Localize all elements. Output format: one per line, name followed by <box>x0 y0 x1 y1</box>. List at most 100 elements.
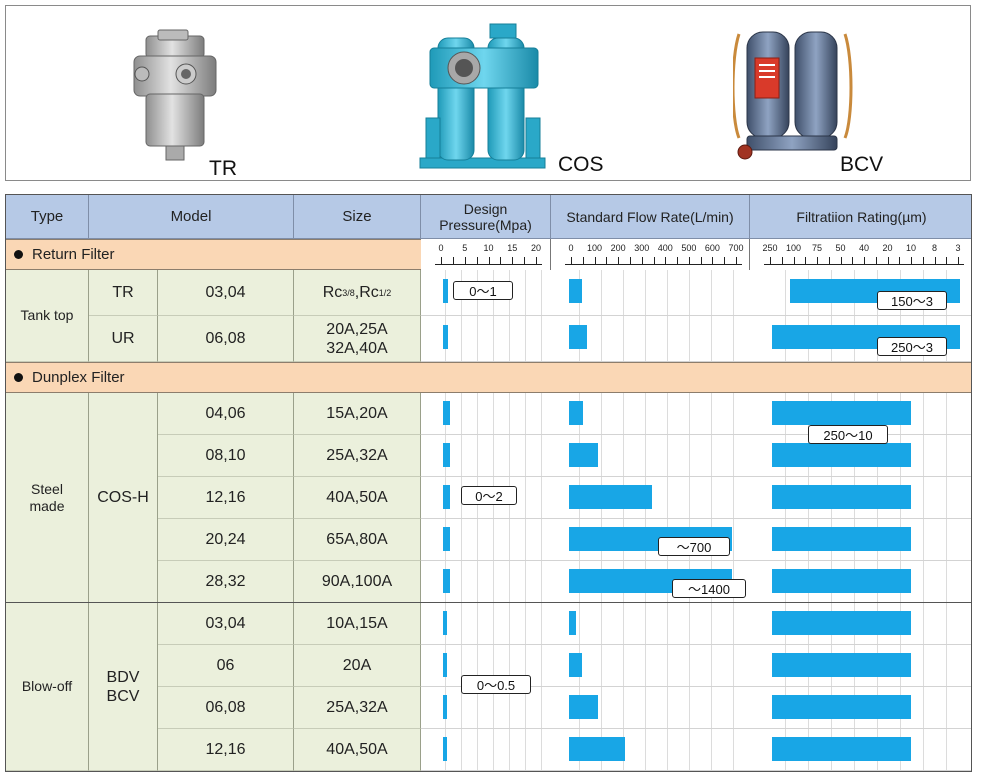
flow-scale-tick <box>582 257 584 265</box>
header-model: Model <box>89 195 294 239</box>
filtration-scale-label: 20 <box>882 243 893 253</box>
pressure-range-label: 0～2 <box>461 486 517 505</box>
flow-scale-tick <box>736 257 737 265</box>
flow-scale-tick <box>724 257 726 265</box>
model-cell: 04,06 <box>158 393 294 435</box>
filtration-scale-tick <box>770 257 771 265</box>
filtration-scale-tick <box>922 257 924 265</box>
pressure-bar <box>443 401 450 425</box>
filtration-scale-label: 100 <box>785 243 802 253</box>
filtration-scale-label: 40 <box>858 243 870 253</box>
filtration-scale-tick <box>934 257 936 265</box>
flow-gridline <box>623 270 624 362</box>
flow-gridline <box>645 603 646 771</box>
filtration-scale-label: 75 <box>811 243 823 253</box>
filtration-bar <box>772 737 911 761</box>
filtration-gridline <box>785 270 786 362</box>
pressure-gridline <box>541 393 542 603</box>
size-cell: 90A,100A <box>294 561 421 603</box>
filtration-scale-label: 3 <box>955 243 961 253</box>
size-cell: 10A,15A <box>294 603 421 645</box>
filtration-gridline <box>946 393 947 603</box>
pressure-bar <box>443 485 450 509</box>
pressure-gridline <box>541 270 542 362</box>
flow-gridline <box>601 603 602 771</box>
model-cell: 06,08 <box>158 316 294 362</box>
pressure-scale-tick <box>476 257 478 265</box>
pressure-scale-label: 15 <box>507 243 518 253</box>
size-cell: 20A,25A 32A,40A <box>294 316 421 362</box>
flow-gridline <box>579 270 580 362</box>
flow-gridline <box>733 603 734 771</box>
flow-max-label: ～700 <box>658 537 730 556</box>
filtration-range-label: 250～3 <box>877 337 947 356</box>
row-separator <box>421 361 971 362</box>
filtration-gridline <box>831 603 832 771</box>
header-filtration-rating: Filtratiion Rating(µm) <box>750 195 971 239</box>
filtration-scale-tick <box>946 257 948 265</box>
row-separator <box>421 728 971 729</box>
filter-spec-table: Type Model Size Design Pressure(Mpa) Standard… <box>5 194 972 772</box>
flow-scale-tick <box>618 257 620 265</box>
pressure-scale-tick <box>488 257 490 265</box>
filtration-scale-tick <box>805 257 807 265</box>
pressure-gridline <box>525 393 526 603</box>
model-cell: 08,10 <box>158 435 294 477</box>
size-cell: 20A <box>294 645 421 687</box>
flow-gridline <box>711 270 712 362</box>
filtration-gridline <box>946 270 947 362</box>
flow-gridline <box>689 603 690 771</box>
filtration-scale-tick <box>875 257 877 265</box>
header-pressure-line2: Pressure(Mpa) <box>439 216 532 233</box>
header-size: Size <box>294 195 421 239</box>
filtration-gridline <box>923 393 924 603</box>
model-cell: 03,04 <box>158 270 294 316</box>
filtration-scale-tick <box>864 257 865 265</box>
bcv-filter-image <box>733 31 853 160</box>
filtration-gridline <box>877 270 878 362</box>
product-photo-panel: TR COS BCV <box>5 5 971 181</box>
filtration-gridline <box>854 603 855 771</box>
filtration-scale-tick <box>887 257 889 265</box>
type-cell: Steel made <box>6 393 89 603</box>
filtration-gridline <box>900 603 901 771</box>
product-label-tr: TR <box>209 157 237 180</box>
flow-bar <box>569 653 582 677</box>
row-separator <box>421 434 971 435</box>
group-divider <box>6 602 971 603</box>
header-type: Type <box>6 195 89 239</box>
product-label-bcv: BCV <box>840 153 884 176</box>
flow-gridline <box>667 393 668 603</box>
pressure-scale-label: 5 <box>462 243 468 253</box>
pressure-scale-label: 10 <box>483 243 494 253</box>
pressure-scale-label: 20 <box>530 243 542 253</box>
pressure-gridline <box>493 270 494 362</box>
size-cell: 25A,32A <box>294 687 421 729</box>
flow-bar <box>569 485 652 509</box>
filtration-gridline <box>808 603 809 771</box>
header-flow-rate: Standard Flow Rate(L/min) <box>551 195 750 239</box>
size-cell: 25A,32A <box>294 435 421 477</box>
flow-bar <box>569 279 583 303</box>
series-cell: BDV BCV <box>89 603 158 771</box>
flow-gridline <box>711 393 712 603</box>
filtration-range-label: 150～3 <box>877 291 947 310</box>
filtration-scale-label: 8 <box>931 243 938 253</box>
flow-scale-tick <box>653 257 655 265</box>
pressure-scale-tick <box>524 257 526 265</box>
model-cell: 06,08 <box>158 687 294 729</box>
filtration-scale-tick <box>899 257 901 265</box>
filtration-scale-label: 250 <box>762 243 778 253</box>
series-cell: UR <box>89 316 158 362</box>
row-separator <box>421 476 971 477</box>
pressure-gridline <box>445 603 446 771</box>
pressure-bar <box>443 569 450 593</box>
row-separator <box>421 315 971 316</box>
flow-scale-tick <box>606 257 608 265</box>
flow-gridline <box>623 603 624 771</box>
series-cell: COS-H <box>89 393 158 603</box>
flow-gridline <box>733 393 734 603</box>
pressure-scale-tick <box>536 257 537 265</box>
product-label-cos: COS <box>558 153 604 176</box>
series-cell: TR <box>89 270 158 316</box>
